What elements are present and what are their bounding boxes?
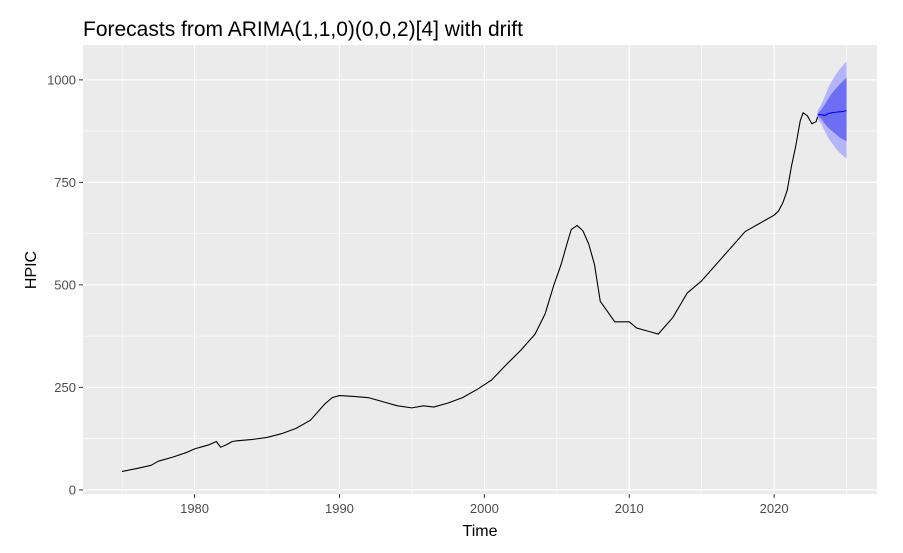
y-tick-label: 750 [54,175,76,190]
y-axis: 0 250 500 750 1000 [47,72,83,497]
x-tick-label: 2000 [470,501,499,516]
x-tick-label: 1990 [325,501,354,516]
x-tick-label: 2020 [760,501,789,516]
y-tick-label: 250 [54,380,76,395]
x-tick-label: 1980 [180,501,209,516]
y-tick-label: 0 [69,482,76,497]
series-layer [122,110,847,472]
minor-gridlines [83,45,877,494]
y-tick-label: 1000 [47,72,76,87]
series-line [122,112,819,472]
prediction-intervals [817,61,847,159]
pi80-band [817,77,847,142]
y-axis-title: HPIC [23,251,40,289]
x-axis-title: Time [463,523,498,540]
plot-panel [83,45,877,494]
x-tick-label: 2010 [615,501,644,516]
x-axis: 1980 1990 2000 2010 2020 [180,494,789,516]
forecast-line [817,110,847,117]
y-tick-label: 500 [54,277,76,292]
chart-title: Forecasts from ARIMA(1,1,0)(0,0,2)[4] wi… [83,18,523,41]
